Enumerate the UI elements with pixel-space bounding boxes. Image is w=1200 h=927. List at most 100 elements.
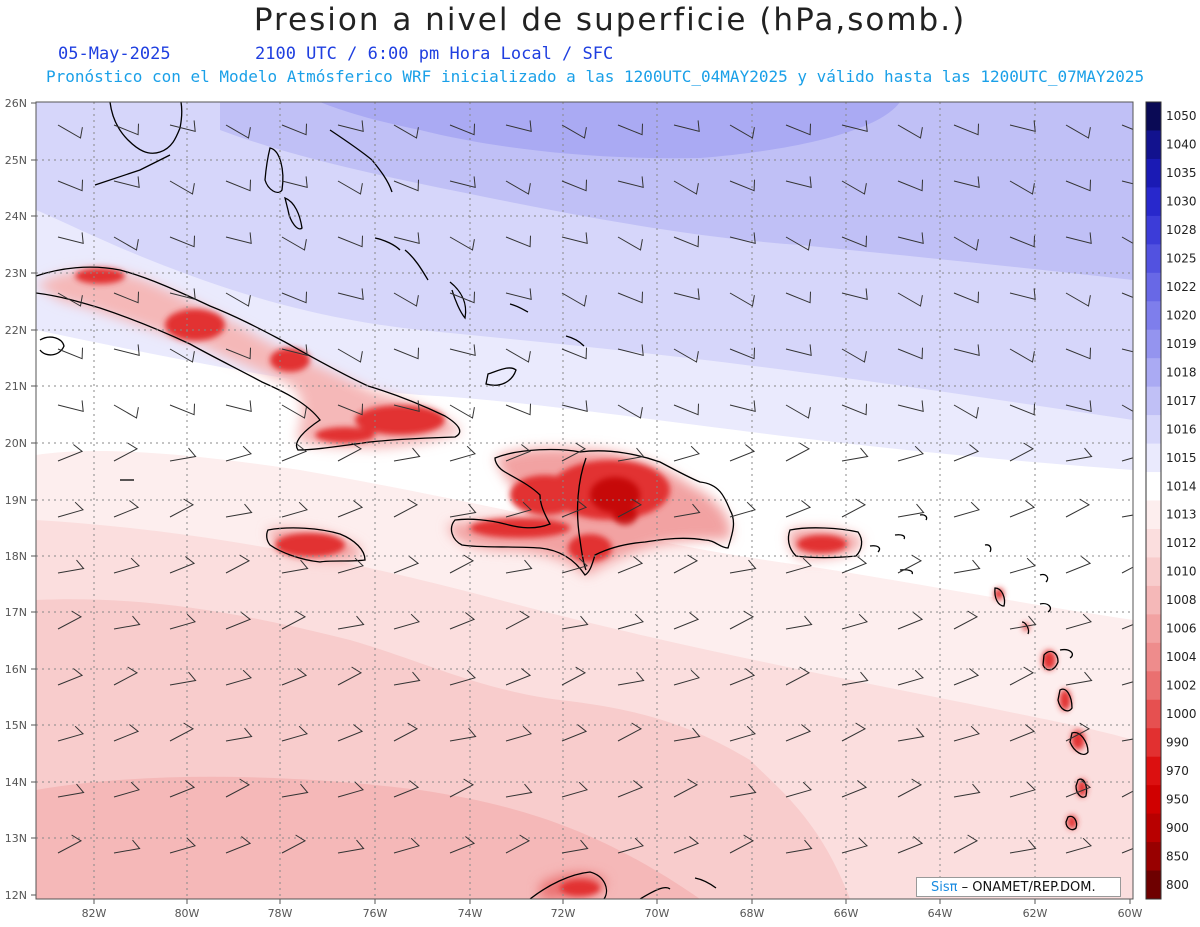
wind-barb	[169, 837, 196, 854]
lon-label: 80W	[175, 907, 200, 920]
wind-barb	[281, 610, 307, 630]
colorbar-swatch	[1146, 728, 1161, 758]
wind-barb	[281, 176, 308, 188]
wind-barb	[505, 559, 533, 574]
wind-barb	[785, 724, 812, 742]
wind-barb	[1009, 615, 1037, 630]
wind-barb	[1065, 498, 1091, 518]
lat-label: 26N	[5, 97, 27, 110]
wind-barb	[841, 556, 868, 574]
lat-label: 24N	[5, 210, 27, 223]
wind-barb	[897, 727, 925, 742]
wind-barb	[1009, 557, 1036, 574]
wind-barb	[897, 232, 924, 244]
colorbar-swatch	[1146, 671, 1161, 701]
wind-barb	[225, 400, 252, 412]
wind-barb	[729, 559, 757, 574]
wind-barb	[841, 837, 868, 854]
wind-barb	[113, 291, 139, 304]
wind-barb	[393, 347, 419, 360]
wind-barb	[729, 725, 756, 742]
lat-label: 13N	[5, 832, 27, 845]
latitude-labels: 26N 25N 24N 23N 22N 21N 20N 19N 18N 17N …	[5, 97, 27, 902]
lat-label: 19N	[5, 494, 27, 507]
wind-barb	[1121, 566, 1133, 574]
wind-barb	[1065, 447, 1093, 462]
wind-barb	[673, 445, 700, 462]
colorbar-level-label: 800	[1166, 878, 1189, 892]
wind-barb	[281, 444, 308, 462]
wind-barb	[673, 503, 701, 518]
wind-barb	[953, 291, 979, 304]
colorbar-swatch	[1146, 443, 1161, 473]
wind-barb	[505, 725, 532, 742]
wind-barb	[1121, 790, 1133, 798]
wind-barb	[1065, 837, 1092, 854]
map-title: Presion a nivel de superficie (hPa,somb.…	[253, 2, 967, 38]
wind-barb	[505, 120, 532, 132]
wind-barb	[1065, 232, 1092, 244]
longitude-labels: 82W 80W 78W 76W 74W 72W 70W 68W 66W 64W …	[82, 907, 1143, 920]
wind-barb	[225, 836, 252, 854]
wind-barb	[169, 780, 196, 798]
colorbar-swatch	[1146, 329, 1161, 359]
wind-barb	[1065, 671, 1093, 686]
wind-barb	[785, 344, 812, 356]
wind-barb	[337, 442, 363, 462]
wind-barb	[393, 232, 420, 244]
wind-barb	[1121, 124, 1133, 130]
wind-barb	[953, 344, 980, 356]
wind-barb	[729, 124, 755, 139]
wind-barb	[785, 666, 811, 686]
colorbar-level-label: 1018	[1166, 365, 1197, 379]
wind-barb	[785, 236, 811, 251]
wind-barb	[337, 348, 363, 363]
lon-label: 66W	[834, 907, 859, 920]
wind-barb	[57, 610, 83, 630]
colorbar-level-label: 1040	[1166, 138, 1197, 152]
wind-barb	[729, 400, 756, 412]
lon-label: 64W	[928, 907, 953, 920]
wind-barb	[337, 666, 363, 686]
wind-barb	[113, 666, 139, 686]
wind-barb	[673, 612, 700, 630]
wind-barb	[673, 288, 700, 300]
wind-barb	[393, 671, 421, 686]
lat-label: 14N	[5, 776, 27, 789]
colorbar-level-label: 1014	[1166, 479, 1197, 493]
colorbar-swatch	[1146, 386, 1161, 416]
wind-barb	[57, 124, 83, 139]
wind-barb	[169, 403, 195, 416]
wind-barb	[1009, 235, 1035, 248]
wind-barb	[1009, 666, 1035, 686]
wind-barb	[729, 783, 757, 798]
wind-barb	[113, 781, 140, 798]
wind-barb	[225, 727, 253, 742]
colorbar-swatch	[1146, 415, 1161, 445]
wind-barb	[673, 669, 700, 686]
colorbar-level-label: 950	[1166, 792, 1189, 806]
wind-barb	[561, 615, 589, 630]
wind-barb	[225, 778, 251, 798]
lat-label: 15N	[5, 719, 27, 732]
colorbar-level-label: 1028	[1166, 223, 1197, 237]
wind-barb	[1121, 738, 1133, 742]
lat-label: 17N	[5, 606, 27, 619]
colorbar-level-label: 1012	[1166, 536, 1197, 550]
wind-barb	[281, 834, 307, 854]
wind-barb	[169, 556, 196, 574]
wind-barb	[505, 668, 532, 686]
wind-barb	[449, 236, 475, 251]
wind-barb	[785, 291, 811, 304]
wind-barb	[561, 232, 588, 244]
colorbar-swatch	[1146, 244, 1161, 274]
wind-barb	[505, 834, 531, 854]
wind-barb	[449, 123, 475, 136]
wind-barb	[337, 180, 363, 195]
wind-barb	[449, 404, 475, 419]
wind-barb	[113, 123, 139, 136]
credit-box: Sisπ – ONAMET/REP.DOM.	[916, 877, 1121, 897]
colorbar-swatch	[1146, 699, 1161, 729]
wind-barb	[617, 176, 644, 188]
